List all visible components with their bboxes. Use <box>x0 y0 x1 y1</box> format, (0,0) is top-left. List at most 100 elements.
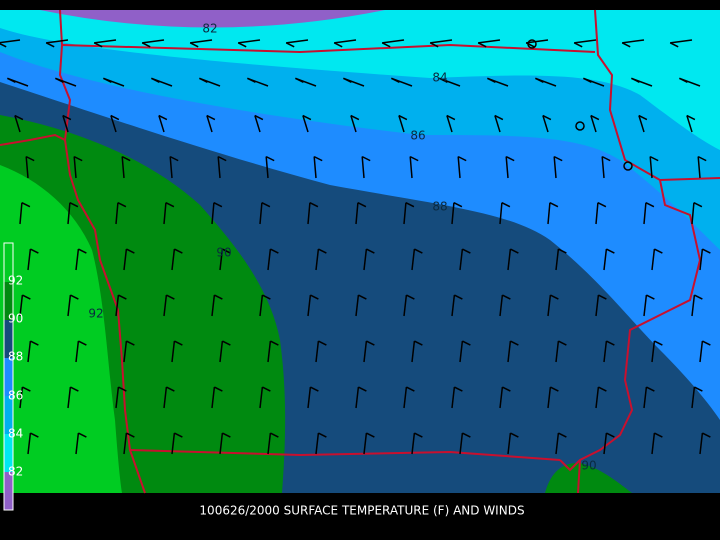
wind-barb <box>686 114 696 121</box>
region-80 <box>40 10 385 28</box>
wind-barb <box>414 248 423 254</box>
colorbar-label: 82 <box>8 465 23 479</box>
contour-label: 92 <box>88 307 103 321</box>
wind-barb <box>254 114 264 121</box>
temperature-fill <box>0 10 720 493</box>
wind-barb <box>270 340 279 346</box>
wind-barb <box>19 386 24 409</box>
wind-barb <box>307 386 312 409</box>
contour-label: 90 <box>216 246 231 260</box>
wind-barb <box>270 432 279 438</box>
wind-barb <box>583 77 592 83</box>
wind-barb <box>315 340 320 363</box>
wind-barb <box>697 156 701 179</box>
calm-station <box>575 121 585 131</box>
wind-barb <box>361 155 371 162</box>
wind-barb <box>73 156 77 179</box>
wind-barb <box>14 114 24 121</box>
wind-barb <box>121 156 125 179</box>
colorbar-swatch <box>4 434 13 472</box>
wind-barb <box>318 248 327 254</box>
wind-barb <box>237 42 247 48</box>
wind-barb <box>411 340 416 363</box>
wind-barb <box>366 340 375 346</box>
wind-barb <box>414 340 423 346</box>
wind-barb <box>27 248 32 271</box>
wind-barb <box>558 432 567 438</box>
wind-barb <box>651 432 656 455</box>
wind-barb <box>163 202 167 225</box>
wind-barb <box>265 155 275 162</box>
region-90b <box>545 462 632 493</box>
wind-barb <box>126 340 135 346</box>
wind-barb <box>487 77 496 83</box>
wind-barb <box>686 115 693 133</box>
wind-barb <box>206 115 213 133</box>
wind-barb <box>117 202 127 208</box>
wind-barb <box>439 77 448 83</box>
wind-barb <box>693 202 703 208</box>
wind-barb <box>446 115 453 133</box>
wind-barb <box>411 432 416 455</box>
wind-barb <box>702 340 711 346</box>
wind-barb <box>267 248 272 271</box>
wind-barb <box>211 294 216 317</box>
wind-barb <box>649 156 653 179</box>
wind-barb <box>558 248 567 254</box>
wind-barb <box>654 340 663 346</box>
wind-barb <box>409 156 413 179</box>
wind-barb <box>222 432 231 438</box>
wind-barbs <box>0 39 711 455</box>
wind-barb <box>115 294 120 317</box>
wind-barb <box>526 39 549 44</box>
colorbar-swatch <box>4 243 13 282</box>
wind-barb <box>499 202 503 225</box>
border <box>659 177 720 181</box>
wind-barb <box>646 294 655 300</box>
wind-barb <box>78 432 87 438</box>
wind-barb <box>166 386 175 392</box>
wind-barb <box>510 248 519 254</box>
wind-barb <box>429 42 439 48</box>
wind-barb <box>315 432 320 455</box>
region-92 <box>0 165 122 493</box>
colorbar-swatch <box>4 358 13 396</box>
wind-barb <box>21 202 31 208</box>
wind-barb <box>453 202 463 208</box>
wind-barb <box>654 248 663 254</box>
wind-barb <box>550 294 559 300</box>
wind-barb <box>19 294 24 317</box>
wind-barb <box>123 340 128 363</box>
wind-barb <box>505 156 509 179</box>
wind-barb <box>553 155 563 162</box>
wind-barb <box>574 39 597 44</box>
wind-barb <box>547 386 552 409</box>
wind-barb <box>286 39 309 44</box>
wind-barb <box>307 202 311 225</box>
wind-barb <box>457 156 461 179</box>
wind-barb <box>654 432 663 438</box>
wind-barb <box>494 114 504 121</box>
wind-barb <box>171 432 176 455</box>
wind-barb <box>409 155 419 162</box>
wind-barb <box>603 248 608 271</box>
wind-barb <box>259 294 264 317</box>
wind-barb <box>313 156 317 179</box>
wind-barb <box>214 386 223 392</box>
colorbar-label: 84 <box>8 427 23 441</box>
wind-barb <box>679 77 688 83</box>
wind-barb <box>313 155 323 162</box>
wind-barb <box>382 39 405 44</box>
wind-barb <box>123 432 128 455</box>
wind-barb <box>702 248 711 254</box>
wind-barb <box>318 432 327 438</box>
border <box>577 459 581 494</box>
wind-barb <box>694 294 703 300</box>
wind-barb <box>174 340 183 346</box>
wind-barb <box>598 294 607 300</box>
wind-barb <box>121 155 131 162</box>
wind-barb <box>699 432 704 455</box>
border <box>559 9 702 472</box>
wind-barb <box>454 386 463 392</box>
wind-barb <box>459 248 464 271</box>
